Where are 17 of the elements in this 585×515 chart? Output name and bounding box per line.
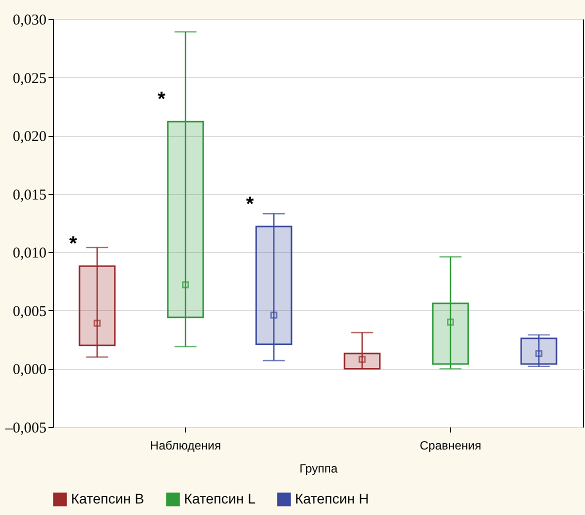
- legend-label: Катепсин H: [295, 490, 369, 506]
- y-tick-label: 0,025: [12, 70, 46, 87]
- annotation: *: [246, 193, 254, 216]
- legend-label: Катепсин L: [184, 490, 256, 506]
- y-tick-label: 0,005: [12, 304, 46, 320]
- y-tick-label: 0,015: [12, 187, 46, 204]
- y-tick-label: 0,020: [12, 129, 46, 146]
- x-axis-title: Группа: [299, 462, 338, 476]
- x-tick-label: Сравнения: [420, 438, 482, 452]
- annotation: *: [158, 88, 166, 111]
- legend-label: Катепсин B: [71, 490, 144, 506]
- y-tick-label: 0,030: [12, 12, 46, 28]
- annotation: *: [69, 233, 78, 256]
- y-tick-label: 0,010: [12, 246, 46, 262]
- y-tick-label: 0,000: [12, 362, 46, 378]
- y-tick-label: –0,005: [4, 420, 46, 436]
- x-tick-label: Наблюдения: [150, 438, 221, 452]
